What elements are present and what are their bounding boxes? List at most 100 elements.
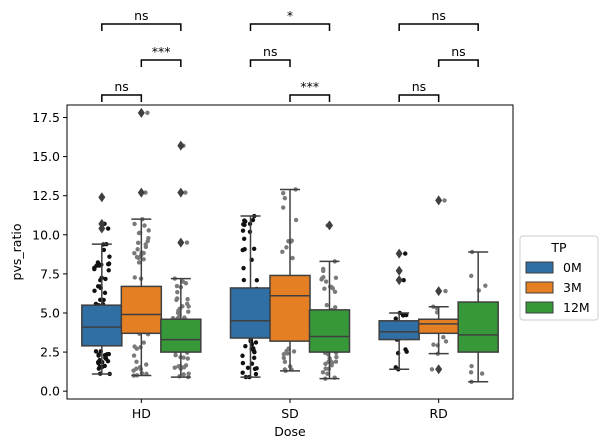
data-point — [132, 275, 137, 280]
data-point — [186, 371, 191, 376]
data-point — [142, 223, 147, 228]
significance-bracket: ns — [249, 44, 291, 67]
data-point — [136, 230, 142, 236]
data-point — [138, 344, 143, 350]
significance-label: *** — [300, 79, 319, 94]
significance-bracket: ns — [437, 44, 479, 67]
bracket-line — [101, 23, 182, 31]
data-point — [429, 367, 435, 372]
legend-entry-12m: 12M — [525, 300, 590, 315]
data-point — [254, 366, 259, 371]
bracket-line — [398, 94, 440, 102]
data-point — [243, 343, 248, 349]
outlier-marker — [395, 265, 403, 276]
data-point — [240, 228, 246, 233]
data-point — [400, 313, 406, 318]
data-point — [251, 346, 256, 351]
y-tick-label: 7.5 — [40, 266, 60, 281]
significance-bracket: ns — [101, 8, 182, 31]
data-point — [245, 365, 251, 370]
significance-bracket: ns — [101, 79, 143, 102]
data-point — [135, 240, 141, 246]
data-point — [332, 289, 338, 295]
data-point — [174, 296, 180, 301]
data-point — [281, 205, 286, 210]
data-point — [291, 349, 297, 354]
data-point — [143, 244, 149, 250]
box-iqr — [457, 301, 499, 353]
data-point — [106, 351, 112, 357]
legend-swatch — [525, 261, 554, 274]
box-hd-12m — [160, 140, 202, 378]
data-point — [134, 359, 139, 364]
data-point — [443, 288, 448, 294]
data-point — [403, 251, 408, 256]
box-rd-12m — [457, 251, 499, 383]
data-point — [241, 236, 247, 242]
data-point — [145, 110, 150, 116]
y-tick-label: 12.5 — [32, 188, 60, 203]
data-point — [324, 302, 330, 308]
data-point — [134, 366, 139, 371]
legend-label: 3M — [563, 280, 582, 295]
x-tick-label: SD — [281, 406, 299, 421]
box-iqr — [269, 274, 311, 342]
significance-bracket: ns — [398, 8, 479, 31]
data-point — [174, 283, 180, 289]
box-iqr — [229, 287, 272, 339]
data-point — [172, 365, 177, 370]
data-point — [105, 359, 111, 364]
y-tick-label: 2.5 — [40, 345, 60, 360]
legend-label: 0M — [563, 260, 582, 275]
boxes — [81, 107, 499, 383]
box-iqr — [308, 309, 351, 353]
data-point — [468, 370, 474, 375]
data-point — [282, 359, 288, 365]
data-point — [323, 361, 328, 367]
data-point — [185, 356, 191, 361]
data-point — [94, 263, 99, 268]
data-point — [443, 339, 449, 344]
significance-label: * — [287, 8, 293, 23]
data-point — [333, 275, 339, 281]
y-tick-label: 0.0 — [40, 384, 60, 399]
y-axis-label: pvs_ratio — [9, 224, 24, 281]
significance-label: ns — [134, 8, 148, 23]
data-point — [135, 247, 140, 252]
data-point — [103, 276, 108, 282]
data-point — [293, 217, 299, 223]
outlier-marker — [435, 195, 443, 206]
data-point — [320, 370, 326, 375]
data-point — [284, 245, 289, 250]
legend-entry-3m: 3M — [525, 280, 582, 295]
significance-annotations: ns *** ns * ns *** ns ns ns — [101, 8, 479, 102]
data-point — [483, 283, 488, 288]
outlier-marker — [326, 220, 333, 231]
y-tick-label: 15.0 — [32, 149, 60, 164]
data-point — [92, 266, 97, 272]
bracket-line — [289, 94, 331, 102]
significance-bracket: * — [249, 8, 331, 31]
data-point — [146, 228, 151, 233]
outlier-marker — [395, 248, 403, 259]
data-point — [183, 363, 189, 368]
data-point — [136, 260, 142, 265]
y-axis-ticks: 0.0 2.5 5.0 7.5 10.0 12.5 15.0 17.5 — [32, 110, 67, 399]
data-point — [334, 354, 339, 360]
legend: TP 0M 3M 12M — [519, 235, 599, 321]
bracket-line — [249, 23, 331, 31]
data-point — [144, 362, 149, 367]
data-point — [250, 217, 256, 223]
box-iqr — [120, 285, 163, 335]
data-point — [132, 344, 137, 349]
data-point — [325, 371, 330, 376]
x-tick-label: HD — [132, 406, 151, 421]
data-point — [280, 249, 285, 255]
data-point — [321, 274, 326, 280]
data-point — [329, 360, 335, 365]
data-point — [321, 266, 326, 272]
data-point — [241, 277, 247, 283]
data-point — [253, 371, 259, 377]
data-point — [240, 370, 245, 375]
outlier-marker — [137, 187, 145, 198]
